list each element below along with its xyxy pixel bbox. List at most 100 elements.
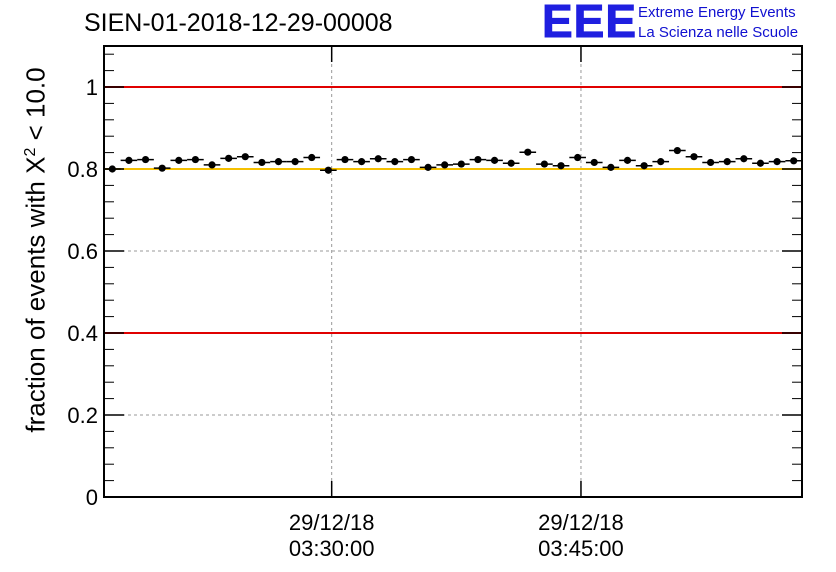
data-point xyxy=(270,158,287,166)
chart-title: SIEN-01-2018-12-29-00008 xyxy=(84,9,393,37)
data-point xyxy=(170,156,188,164)
data-marker xyxy=(407,155,416,164)
logo-line-2: La Scienza nelle Scuole xyxy=(638,24,799,41)
data-marker xyxy=(657,158,665,166)
logo-mark: EEE xyxy=(541,0,638,47)
data-point xyxy=(702,158,719,167)
data-point xyxy=(386,158,404,166)
data-point xyxy=(519,148,537,156)
logo-line-1: Extreme Energy Events xyxy=(638,4,796,21)
x-tick-time: 03:45:00 xyxy=(538,536,624,561)
data-point xyxy=(552,162,570,170)
data-marker xyxy=(374,155,382,163)
data-marker xyxy=(640,162,648,170)
data-point xyxy=(436,161,453,169)
data-marker xyxy=(324,166,332,174)
data-marker xyxy=(141,155,150,164)
data-marker xyxy=(441,161,449,169)
data-marker xyxy=(557,162,565,170)
data-marker xyxy=(258,158,266,167)
data-point xyxy=(336,155,354,164)
data-marker xyxy=(208,161,216,169)
y-tick-label: 0.2 xyxy=(67,403,98,428)
y-tick-label: 1 xyxy=(86,75,98,100)
data-point xyxy=(286,158,304,166)
data-marker xyxy=(756,159,765,167)
data-point xyxy=(469,155,487,164)
data-point xyxy=(768,158,786,166)
data-point xyxy=(785,157,802,165)
data-point xyxy=(369,155,387,163)
data-point xyxy=(536,160,553,168)
data-point xyxy=(669,146,686,155)
data-point xyxy=(685,153,703,161)
data-point xyxy=(453,160,470,168)
eee-logo: EEE Extreme Energy Events La Scienza nel… xyxy=(541,0,832,48)
data-marker xyxy=(673,146,681,155)
data-marker xyxy=(308,153,316,162)
data-point xyxy=(403,155,420,164)
data-point xyxy=(303,153,321,162)
data-point xyxy=(619,156,636,164)
data-marker xyxy=(125,156,133,164)
y-tick-label: 0.6 xyxy=(67,239,98,264)
data-marker xyxy=(225,154,233,162)
data-marker xyxy=(158,164,166,172)
y-tick-label: 0.4 xyxy=(67,321,98,346)
data-point xyxy=(203,161,221,169)
data-point xyxy=(735,155,753,163)
data-point xyxy=(120,156,138,164)
data-point xyxy=(718,158,736,166)
data-marker xyxy=(740,155,748,163)
data-marker xyxy=(424,163,432,171)
data-marker xyxy=(607,163,615,171)
data-point xyxy=(353,158,370,166)
data-point xyxy=(635,162,653,170)
data-point xyxy=(585,158,603,167)
data-point xyxy=(153,164,171,172)
data-marker xyxy=(574,153,582,162)
data-marker xyxy=(474,155,482,164)
data-marker xyxy=(291,158,299,166)
data-point xyxy=(187,155,204,164)
data-marker xyxy=(391,158,399,166)
data-marker xyxy=(706,158,715,167)
data-marker xyxy=(341,155,349,164)
axes: 00.20.40.60.8129/12/1803:30:0029/12/1803… xyxy=(67,46,802,561)
data-point xyxy=(752,159,769,167)
data-marker xyxy=(590,158,598,167)
x-tick-date: 29/12/18 xyxy=(538,510,624,535)
y-tick-label: 0 xyxy=(86,485,98,510)
y-tick-label: 0.8 xyxy=(67,157,98,182)
data-point xyxy=(602,163,620,171)
data-point xyxy=(253,158,271,167)
data-point xyxy=(502,159,520,167)
data-marker xyxy=(274,158,283,166)
data-point xyxy=(569,153,586,162)
reference-lines xyxy=(104,86,802,334)
data-point xyxy=(652,158,670,166)
data-points xyxy=(104,146,802,174)
data-marker xyxy=(524,148,532,156)
data-marker xyxy=(540,160,549,168)
data-point xyxy=(486,156,503,164)
data-marker xyxy=(357,158,366,166)
data-point xyxy=(220,154,237,162)
data-marker xyxy=(175,156,183,164)
grid-layer xyxy=(104,46,802,497)
data-point xyxy=(320,166,337,174)
data-marker xyxy=(690,153,698,161)
plot-frame xyxy=(103,45,803,498)
data-marker xyxy=(507,159,515,167)
data-marker xyxy=(191,155,200,164)
data-marker xyxy=(773,158,781,166)
data-marker xyxy=(490,156,499,164)
data-marker xyxy=(623,156,632,164)
data-point xyxy=(236,153,254,161)
data-point xyxy=(419,163,437,171)
x-tick-date: 29/12/18 xyxy=(289,510,375,535)
data-marker xyxy=(790,157,798,165)
x-tick-time: 03:30:00 xyxy=(289,536,375,561)
data-point xyxy=(137,155,154,164)
